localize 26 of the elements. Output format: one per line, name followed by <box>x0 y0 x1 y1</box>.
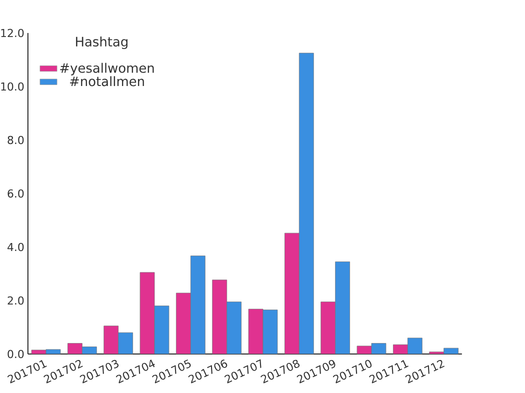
y-tick-label: 8.0 <box>8 136 24 144</box>
bar <box>320 302 336 354</box>
y-tick-label: 12.0 <box>1 28 24 38</box>
bar <box>190 256 206 354</box>
bar <box>298 52 314 354</box>
bar <box>140 272 155 354</box>
bar <box>212 280 228 354</box>
bar <box>284 232 300 354</box>
y-tick-label: 2.0 <box>8 296 24 305</box>
y-tick-label: 6.0 <box>8 189 24 198</box>
bar <box>226 302 242 354</box>
legend-label: #notallmen <box>70 76 144 86</box>
legend-title: Hashtag <box>76 36 128 50</box>
bar <box>248 308 264 354</box>
bar <box>68 343 82 354</box>
bar <box>104 326 119 354</box>
bar <box>118 332 133 354</box>
y-tick-label: 10.0 <box>1 82 24 91</box>
bar <box>176 292 191 354</box>
bar <box>262 310 278 354</box>
bar <box>407 338 422 354</box>
y-tick-label: 0.0 <box>8 350 24 358</box>
bar <box>154 306 170 354</box>
legend-label: #yesallwomen <box>60 62 154 76</box>
y-tick-label: 4.0 <box>8 242 24 252</box>
bar <box>335 262 350 354</box>
